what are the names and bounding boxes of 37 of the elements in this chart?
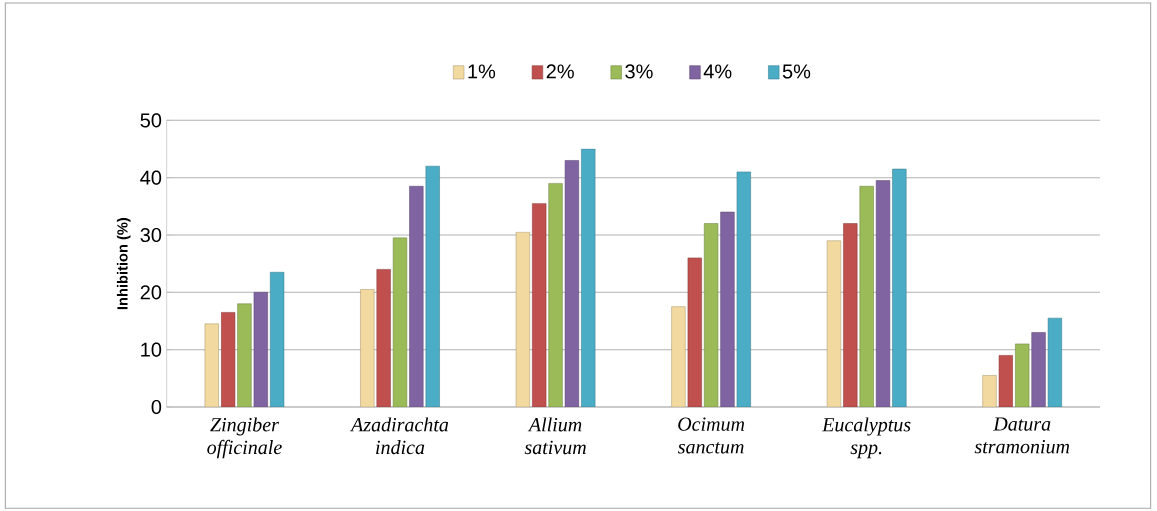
bar	[237, 303, 252, 407]
x-tick-label: Azadirachta indica	[350, 417, 449, 455]
bar	[1031, 332, 1046, 407]
y-axis-title: Inhibition (%)	[116, 217, 131, 310]
x-tick-label: Datura stramonium	[974, 417, 1070, 454]
bar	[564, 160, 580, 407]
bar	[548, 183, 563, 407]
bar	[425, 165, 440, 407]
legend-label: 1%	[468, 64, 496, 79]
bar	[581, 148, 596, 407]
bar	[892, 168, 907, 407]
x-tick-label: Zingiber officinale	[207, 417, 282, 459]
y-tick-label: 30	[140, 227, 162, 243]
bar	[982, 375, 997, 407]
legend-label: 5%	[782, 64, 811, 79]
bar	[376, 269, 391, 407]
bar	[720, 211, 735, 407]
bar	[409, 186, 424, 407]
bar	[843, 223, 858, 407]
bar	[736, 171, 751, 407]
bar	[1047, 317, 1063, 407]
x-tick-label: Allium sativum	[524, 417, 586, 455]
legend-label: 3%	[625, 64, 653, 79]
legend-label: 2%	[546, 64, 574, 79]
legend-label: 4%	[703, 64, 732, 79]
bar	[671, 306, 686, 407]
y-tick-label: 50	[140, 113, 162, 128]
bar	[859, 186, 874, 407]
y-tick-label: 40	[140, 170, 162, 185]
bar	[253, 292, 268, 407]
bar	[270, 272, 285, 407]
x-tick-label: Ocimum sanctum	[678, 417, 745, 454]
x-tick-label: Eucalyptus spp.	[822, 417, 911, 459]
bar	[875, 180, 891, 407]
y-tick-label: 10	[141, 342, 162, 357]
y-tick-label: 0	[151, 399, 162, 415]
y-tick-label: 20	[140, 285, 162, 300]
